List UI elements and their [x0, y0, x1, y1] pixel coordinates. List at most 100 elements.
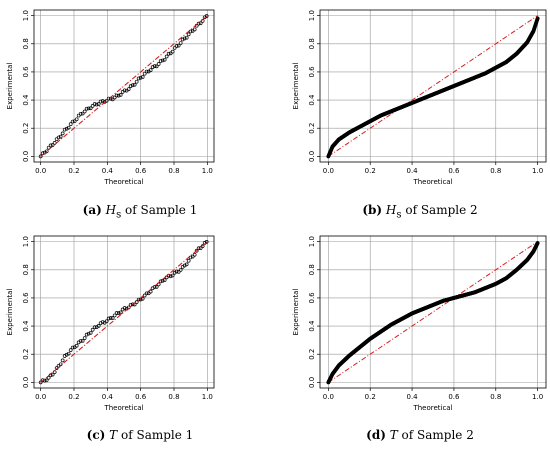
data-point: [142, 71, 147, 76]
data-point: [44, 149, 49, 154]
data-point: [100, 320, 105, 324]
plot-frame: [33, 9, 215, 163]
data-point: [138, 75, 143, 80]
y-tick-label: 1.0: [308, 10, 316, 21]
caption-var: T: [389, 428, 398, 442]
data-point: [132, 82, 137, 87]
data-point: [98, 99, 103, 104]
data-point: [70, 119, 75, 124]
y-tick-label: 0.4: [22, 320, 30, 332]
data-point: [136, 76, 141, 81]
data-point: [104, 319, 109, 324]
data-point: [40, 378, 45, 383]
data-point: [204, 14, 209, 18]
data-point: [38, 380, 43, 385]
caption-rest: of Sample 1: [117, 428, 194, 442]
data-point: [130, 83, 135, 88]
data-point: [160, 58, 165, 63]
x-tick-label: 0.4: [407, 167, 419, 175]
data-point: [90, 104, 95, 108]
y-tick-label: 0.0: [22, 377, 30, 388]
y-tick-label: 0.6: [308, 292, 316, 304]
data-point: [88, 106, 93, 111]
data-point: [184, 35, 189, 40]
caption-letter: (c): [86, 428, 106, 442]
data-point: [60, 131, 65, 136]
data-point: [110, 316, 115, 320]
reference-line-overlay: [40, 15, 208, 157]
x-tick-label: 0.6: [135, 167, 147, 175]
y-tick-label: 0.0: [308, 151, 316, 162]
caption-d: (d) T of Sample 2: [366, 428, 474, 442]
x-tick-label: 0.2: [365, 167, 376, 175]
data-point: [194, 248, 199, 253]
data-point: [170, 273, 175, 278]
data-point: [200, 244, 205, 248]
y-tick-label: 1.0: [308, 236, 316, 247]
data-point: [140, 75, 145, 79]
y-tick-label: 0.6: [22, 292, 30, 304]
y-axis-label: Experimental: [292, 63, 300, 110]
plot-frame: [319, 235, 547, 389]
y-tick-label: 0.8: [22, 38, 30, 49]
caption-var: H: [385, 203, 397, 217]
data-point: [86, 331, 91, 336]
data-point: [96, 324, 101, 328]
data-point: [144, 69, 149, 74]
data-point: [38, 154, 43, 159]
y-axis-label: Experimental: [6, 289, 14, 336]
data-point: [152, 64, 157, 69]
x-tick-label: 0.8: [490, 393, 501, 401]
data-point: [168, 274, 173, 279]
y-tick-label: 0.2: [22, 123, 30, 134]
data-point: [70, 345, 75, 350]
data-point: [162, 57, 167, 62]
x-tick-label: 0.8: [490, 167, 501, 175]
data-point: [186, 32, 191, 37]
data-point: [140, 296, 145, 301]
data-point: [106, 316, 111, 321]
y-tick-label: 0.8: [22, 264, 30, 275]
data-point: [74, 117, 79, 122]
data-point: [176, 43, 181, 48]
x-tick-label: 0.2: [68, 167, 79, 175]
data-point: [52, 141, 57, 145]
data-point: [74, 343, 79, 348]
data-point: [126, 87, 131, 91]
data-point: [106, 96, 111, 101]
data-point: [186, 258, 191, 263]
x-tick-label: 0.2: [365, 393, 376, 401]
data-point: [164, 54, 169, 59]
data-point: [122, 306, 127, 310]
data-point: [58, 134, 63, 139]
data-point: [82, 336, 87, 340]
caption-var: T: [109, 428, 118, 442]
y-tick-label: 0.2: [22, 349, 30, 360]
x-axis-label: Theoretical: [103, 404, 143, 412]
data-point: [92, 325, 97, 330]
data-point: [80, 111, 85, 116]
y-tick-label: 0.0: [22, 151, 30, 162]
reference-line-overlay: [40, 241, 208, 383]
data-point: [148, 68, 153, 73]
caption-sub: s: [396, 209, 402, 221]
reference-line: [328, 241, 538, 383]
data-point: [108, 316, 113, 320]
plot-frame: [319, 9, 547, 163]
y-tick-label: 0.2: [308, 349, 316, 360]
data-point: [96, 102, 101, 106]
qq-panel-c: 0.0 0.2 0.4 0.6 0.8 1.0 0.0 0.2 0.4 0.6 0.8 1.0 Theo…: [6, 235, 215, 412]
data-point: [104, 98, 109, 103]
data-point: [64, 126, 69, 131]
data-point: [162, 278, 167, 283]
data-point: [116, 93, 121, 98]
plot-frame: [33, 235, 215, 389]
caption-c: (c) T of Sample 1: [87, 428, 194, 442]
data-point: [126, 305, 131, 310]
caption-b: (b) Hs of Sample 2: [362, 203, 477, 220]
x-axis-label: Theoretical: [103, 178, 143, 186]
data-point: [88, 330, 93, 335]
x-tick-label: 0.4: [102, 167, 114, 175]
qq-panel-a: 0.0 0.2 0.4 0.6 0.8 1.0 0.0 0.2 0.4 0.6 0.8 1.0 Theo…: [6, 9, 215, 186]
data-point: [86, 106, 91, 111]
